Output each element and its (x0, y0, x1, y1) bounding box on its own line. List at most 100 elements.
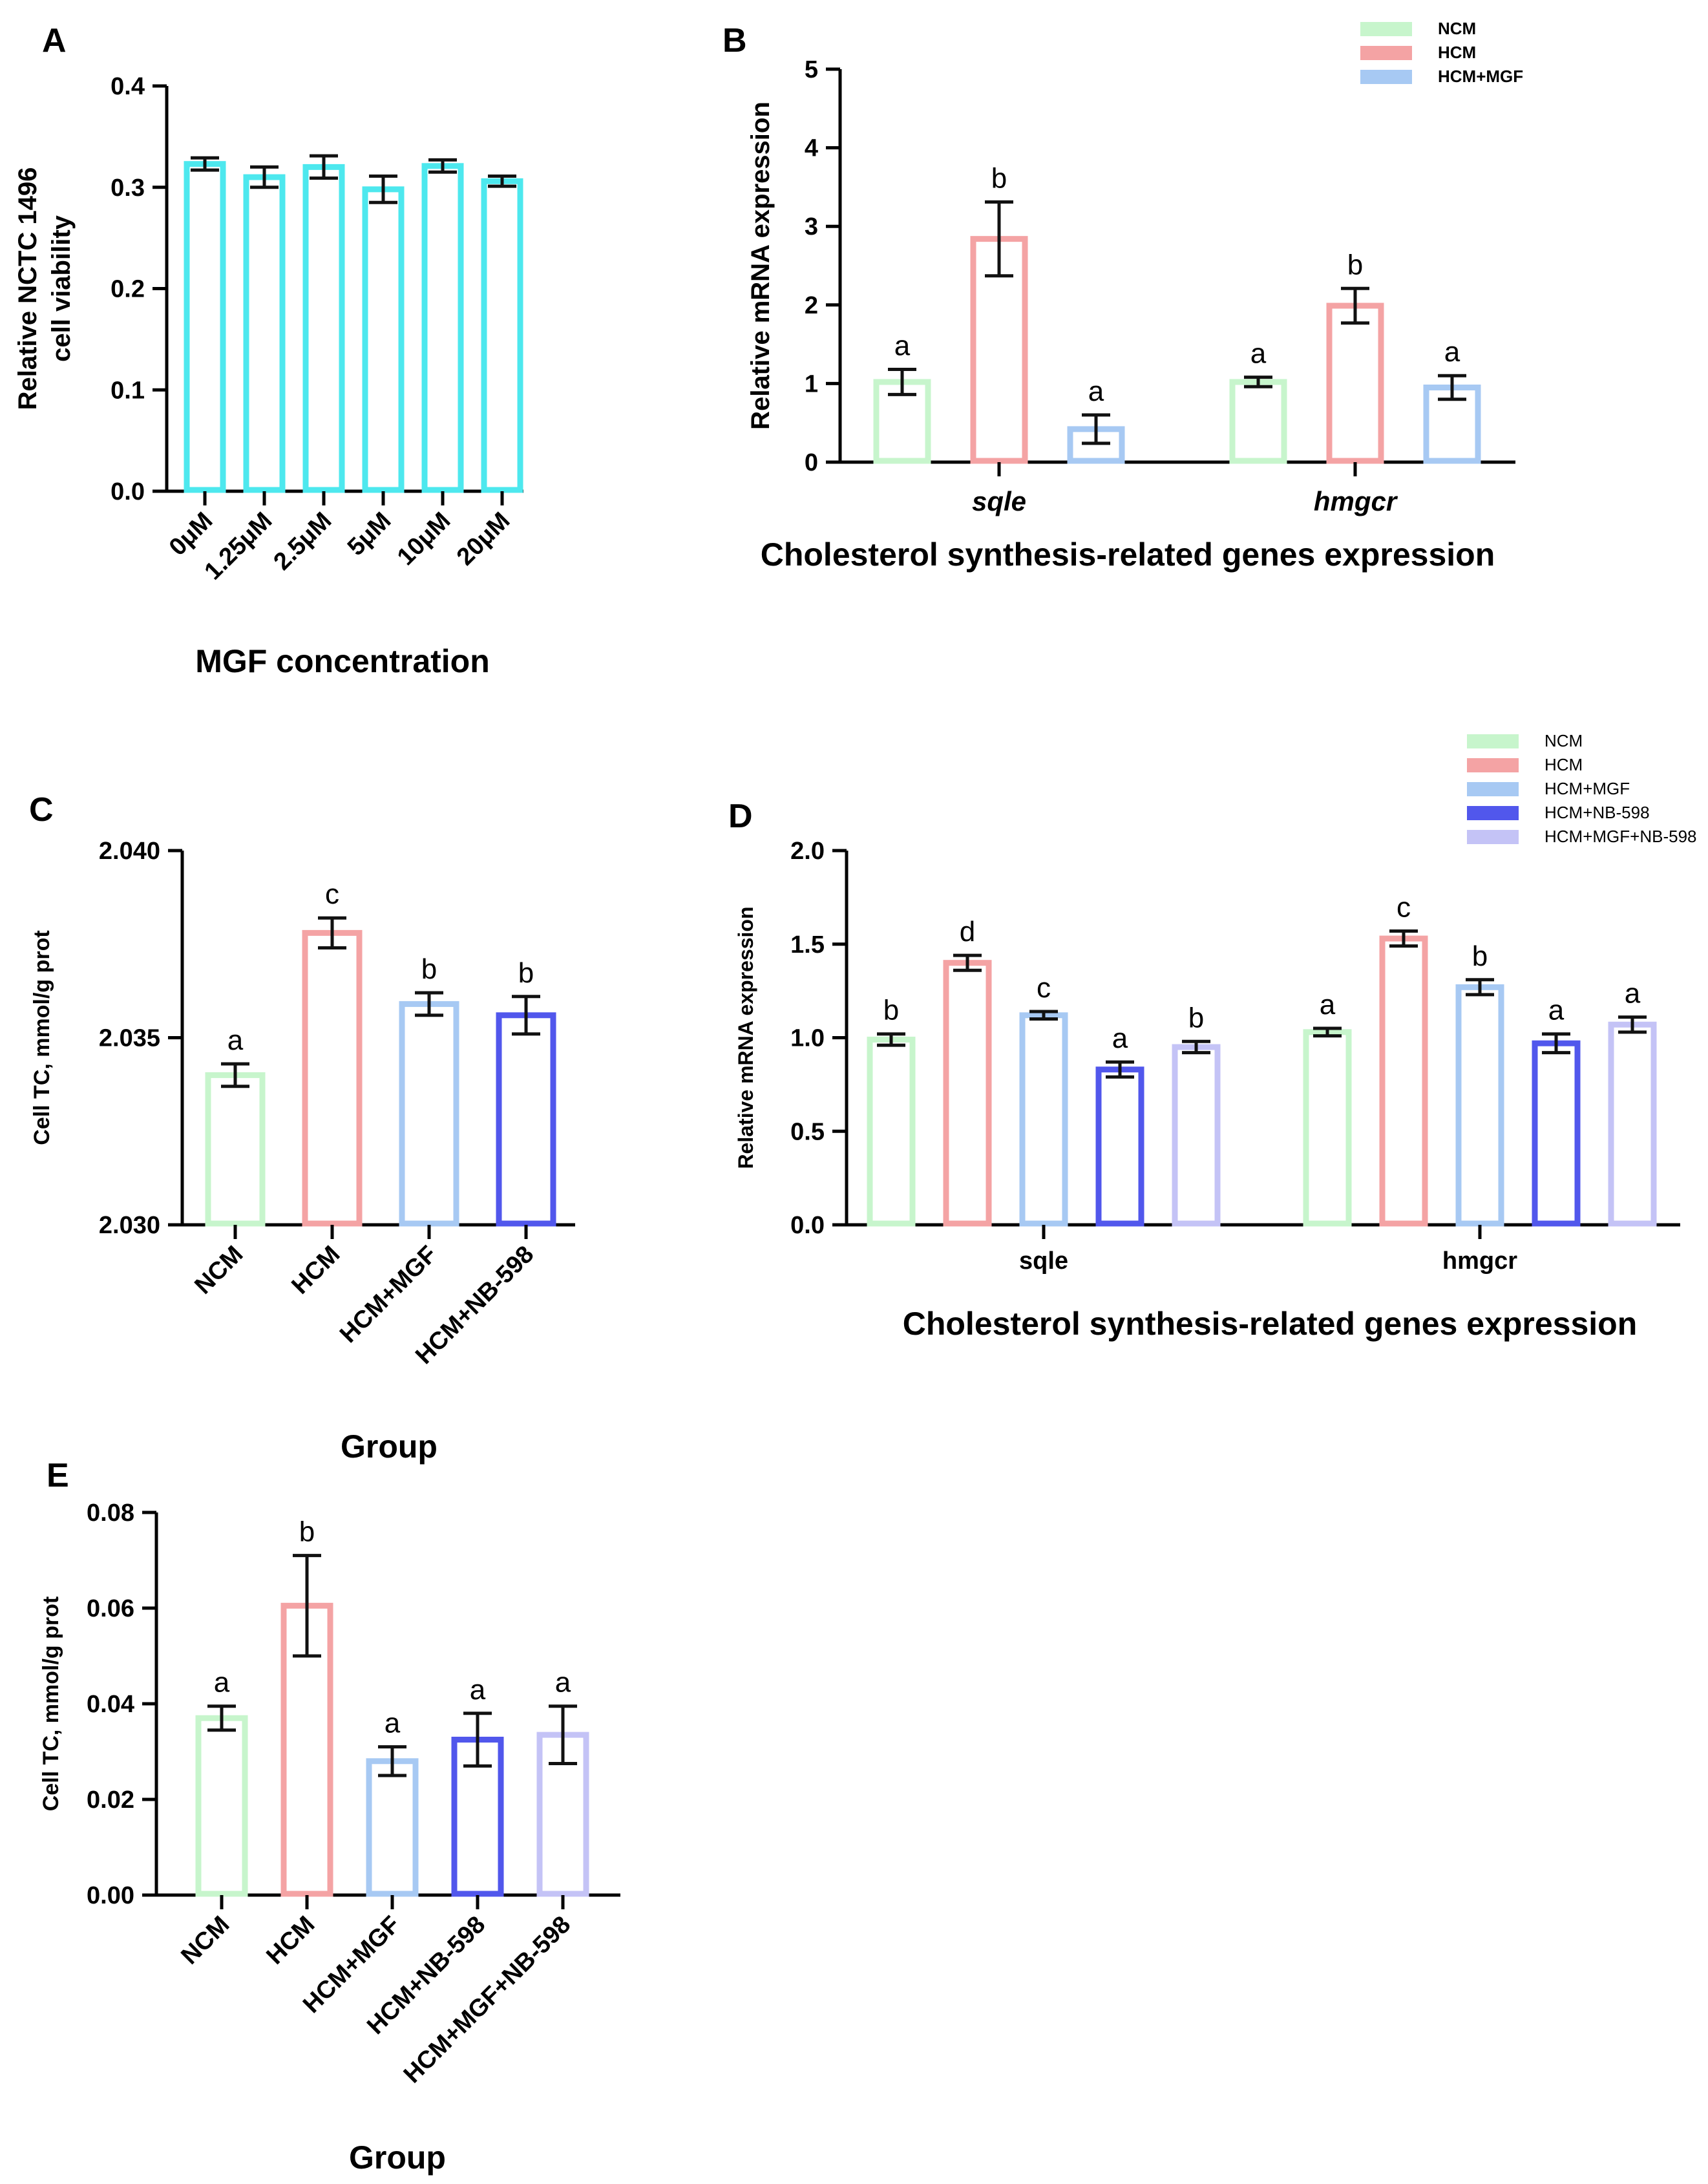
y-tick-label: 0 (805, 449, 818, 476)
bar (943, 960, 992, 1227)
bar (1379, 935, 1428, 1227)
bar (1532, 1040, 1581, 1227)
legend-swatch (1467, 734, 1519, 748)
y-tick-label: 0.5 (790, 1118, 825, 1145)
x-tick-label: 20μM (452, 507, 515, 571)
bar (1229, 379, 1287, 464)
significance-label: a (1250, 338, 1267, 370)
y-axis-label: Relative NCTC 1496 (14, 167, 42, 410)
y-axis-label: cell viability (47, 215, 76, 362)
bar (184, 161, 226, 493)
bar (205, 1072, 266, 1227)
bar (1019, 1012, 1068, 1227)
y-tick-label: 2.0 (790, 838, 825, 865)
panel-label: A (42, 22, 67, 59)
x-axis-label: Cholesterol synthesis-related genes expr… (761, 536, 1495, 573)
legend-entry: NCM (1545, 731, 1583, 750)
legend-swatch (1360, 70, 1412, 84)
x-tick-label: 2.5μM (268, 507, 337, 576)
x-axis-label: MGF concentration (195, 643, 490, 679)
y-tick-label: 0.0 (790, 1212, 825, 1239)
significance-label: b (1472, 940, 1488, 972)
x-axis-label: Group (349, 2139, 446, 2176)
legend-swatch (1467, 782, 1519, 796)
significance-label: a (1444, 336, 1460, 368)
x-tick-label: sqle (1019, 1247, 1068, 1275)
legend-swatch (1360, 46, 1412, 60)
bar (1455, 984, 1504, 1227)
bar (399, 1001, 459, 1227)
x-tick-label: HCM (286, 1241, 345, 1300)
x-tick-label: NCM (176, 1911, 235, 1970)
significance-label: b (299, 1516, 315, 1548)
y-tick-label: 1 (805, 370, 818, 398)
significance-label: b (883, 995, 899, 1026)
legend-swatch (1467, 830, 1519, 844)
y-axis-label: Relative mRNA expression (734, 906, 757, 1169)
significance-label: a (894, 330, 911, 362)
y-tick-label: 0.3 (111, 175, 145, 202)
bar (302, 929, 363, 1227)
chart-B: B 0 1 2 3 4 5 Relative mRNA expression Cholester… (722, 19, 1523, 573)
bar (302, 164, 345, 493)
y-tick-label: 4 (805, 135, 818, 162)
significance-label: b (991, 163, 1007, 195)
panel-label: B (722, 22, 747, 59)
bar (1303, 1029, 1352, 1227)
bar (1172, 1044, 1221, 1227)
bar (362, 186, 405, 493)
panel-label: C (29, 791, 54, 829)
y-tick-label: 0.04 (87, 1691, 134, 1718)
y-axis-label: Cell TC, mmol/g prot (39, 1596, 63, 1811)
y-tick-label: 0.1 (111, 377, 145, 404)
legend-entry: HCM+MGF (1438, 67, 1523, 86)
significance-label: a (470, 1674, 486, 1706)
significance-label: a (1112, 1023, 1128, 1054)
x-tick-label: sqle (972, 486, 1026, 516)
significance-label: b (1188, 1002, 1204, 1034)
panel-label: D (728, 798, 753, 835)
x-tick-label: HCM+MGF+NB-598 (399, 1911, 576, 2089)
significance-label: c (1037, 972, 1051, 1004)
significance-label: a (1548, 995, 1565, 1026)
bar (481, 178, 523, 493)
significance-label: c (325, 878, 339, 910)
x-axis-label: Cholesterol synthesis-related genes expr… (903, 1306, 1638, 1342)
y-axis-label: Relative mRNA expression (746, 101, 775, 430)
significance-label: b (1347, 249, 1363, 281)
y-tick-label: 5 (805, 56, 818, 83)
x-tick-label: hmgcr (1314, 486, 1398, 516)
significance-label: b (518, 957, 534, 989)
legend-entry: NCM (1438, 19, 1476, 38)
y-tick-label: 0.4 (111, 73, 145, 100)
y-tick-label: 0.00 (87, 1882, 134, 1909)
bar (1608, 1021, 1657, 1227)
y-tick-label: 0.2 (111, 276, 145, 303)
x-tick-label: hmgcr (1442, 1247, 1517, 1275)
bar (1095, 1066, 1144, 1227)
chart-D: D 0.0 0.5 1.0 1.5 2.0 Relative mRNA expression… (728, 731, 1697, 1342)
y-tick-label: 1.5 (790, 931, 825, 959)
y-tick-label: 2.030 (99, 1212, 160, 1239)
y-tick-label: 0.0 (111, 478, 145, 505)
chart-A: A 0.0 0.1 0.2 0.3 0.4 Relative NCTC 1496 cell v… (14, 22, 523, 679)
legend-swatch (1467, 806, 1519, 820)
y-tick-label: 0.08 (87, 1500, 134, 1527)
x-axis-label: Group (341, 1428, 438, 1465)
significance-label: a (555, 1667, 571, 1699)
y-tick-label: 2.035 (99, 1025, 160, 1052)
bar (366, 1758, 419, 1897)
y-tick-label: 3 (805, 213, 818, 240)
bar (867, 1036, 916, 1227)
x-tick-label: 0μM (164, 507, 218, 561)
y-tick-label: 1.0 (790, 1025, 825, 1052)
significance-label: d (960, 916, 975, 948)
x-tick-label: 10μM (392, 507, 456, 571)
panel-label: E (47, 1457, 69, 1494)
legend-entry: HCM (1545, 755, 1583, 774)
significance-label: a (227, 1024, 244, 1056)
x-tick-label: HCM+MGF (335, 1241, 442, 1348)
chart-C: C 2.030 2.035 2.040 Cell TC, mmol/g prot Grou… (29, 791, 575, 1465)
bar (1326, 302, 1384, 464)
